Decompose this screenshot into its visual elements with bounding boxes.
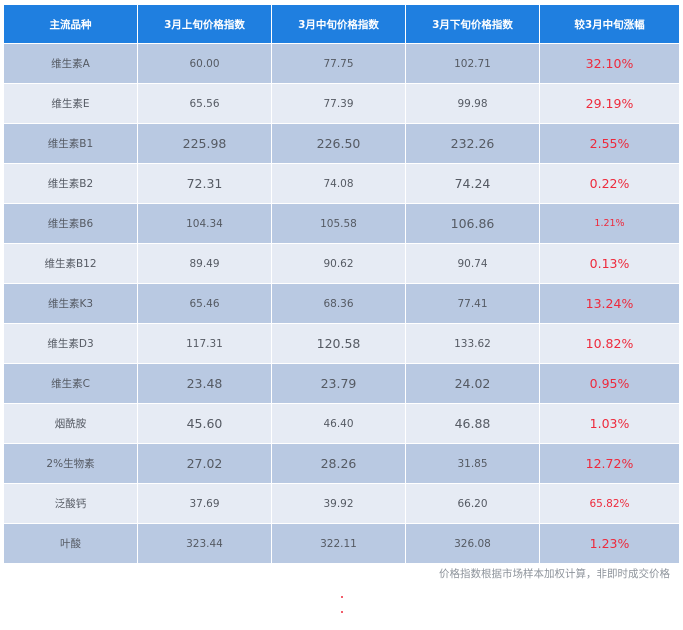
header-late-march: 3月下旬价格指数 [406, 5, 539, 43]
mid-march-cell: 77.75 [272, 44, 405, 83]
table-row: 维生素B6 104.34 105.58 106.86 1.21% [4, 204, 679, 243]
change-cell: 29.19% [540, 84, 679, 123]
early-march-cell: 37.69 [138, 484, 271, 523]
variety-cell: 维生素E [4, 84, 137, 123]
late-march-cell: 133.62 [406, 324, 539, 363]
change-cell: 1.21% [540, 204, 679, 243]
mid-march-cell: 226.50 [272, 124, 405, 163]
table-row: 维生素K3 65.46 68.36 77.41 13.24% [4, 284, 679, 323]
mid-march-cell: 46.40 [272, 404, 405, 443]
change-cell: 0.22% [540, 164, 679, 203]
mid-march-cell: 23.79 [272, 364, 405, 403]
variety-cell: 泛酸钙 [4, 484, 137, 523]
late-march-cell: 232.26 [406, 124, 539, 163]
mid-march-cell: 68.36 [272, 284, 405, 323]
late-march-cell: 24.02 [406, 364, 539, 403]
change-cell: 0.95% [540, 364, 679, 403]
change-cell: 13.24% [540, 284, 679, 323]
late-march-cell: 99.98 [406, 84, 539, 123]
early-march-cell: 65.56 [138, 84, 271, 123]
late-march-cell: 90.74 [406, 244, 539, 283]
change-cell: 1.23% [540, 524, 679, 563]
change-cell: 0.13% [540, 244, 679, 283]
early-march-cell: 72.31 [138, 164, 271, 203]
table-row: 维生素D3 117.31 120.58 133.62 10.82% [4, 324, 679, 363]
header-early-march: 3月上旬价格指数 [138, 5, 271, 43]
variety-cell: 维生素B2 [4, 164, 137, 203]
change-cell: 10.82% [540, 324, 679, 363]
table-row: 维生素E 65.56 77.39 99.98 29.19% [4, 84, 679, 123]
mid-march-cell: 120.58 [272, 324, 405, 363]
variety-cell: 维生素B1 [4, 124, 137, 163]
mid-march-cell: 105.58 [272, 204, 405, 243]
decorative-dot [341, 596, 343, 598]
early-march-cell: 117.31 [138, 324, 271, 363]
early-march-cell: 323.44 [138, 524, 271, 563]
late-march-cell: 46.88 [406, 404, 539, 443]
vitamin-price-index-table: 主流品种 3月上旬价格指数 3月中旬价格指数 3月下旬价格指数 较3月中旬涨幅 … [3, 4, 680, 564]
late-march-cell: 66.20 [406, 484, 539, 523]
variety-cell: 维生素B6 [4, 204, 137, 243]
late-march-cell: 326.08 [406, 524, 539, 563]
change-cell: 1.03% [540, 404, 679, 443]
variety-cell: 2%生物素 [4, 444, 137, 483]
variety-cell: 维生素A [4, 44, 137, 83]
table-row: 维生素A 60.00 77.75 102.71 32.10% [4, 44, 679, 83]
header-variety: 主流品种 [4, 5, 137, 43]
early-march-cell: 27.02 [138, 444, 271, 483]
variety-cell: 维生素B12 [4, 244, 137, 283]
early-march-cell: 45.60 [138, 404, 271, 443]
variety-cell: 维生素C [4, 364, 137, 403]
mid-march-cell: 322.11 [272, 524, 405, 563]
late-march-cell: 77.41 [406, 284, 539, 323]
table-row: 泛酸钙 37.69 39.92 66.20 65.82% [4, 484, 679, 523]
late-march-cell: 31.85 [406, 444, 539, 483]
variety-cell: 维生素D3 [4, 324, 137, 363]
late-march-cell: 102.71 [406, 44, 539, 83]
decorative-dot [341, 611, 343, 613]
change-cell: 32.10% [540, 44, 679, 83]
mid-march-cell: 28.26 [272, 444, 405, 483]
mid-march-cell: 90.62 [272, 244, 405, 283]
header-mid-march: 3月中旬价格指数 [272, 5, 405, 43]
table-row: 维生素B12 89.49 90.62 90.74 0.13% [4, 244, 679, 283]
table-row: 维生素B1 225.98 226.50 232.26 2.55% [4, 124, 679, 163]
footnote: 价格指数根据市场样本加权计算，非即时成交价格 [439, 568, 670, 580]
change-cell: 2.55% [540, 124, 679, 163]
early-march-cell: 23.48 [138, 364, 271, 403]
late-march-cell: 74.24 [406, 164, 539, 203]
table-row: 2%生物素 27.02 28.26 31.85 12.72% [4, 444, 679, 483]
change-cell: 12.72% [540, 444, 679, 483]
variety-cell: 叶酸 [4, 524, 137, 563]
table-row: 维生素C 23.48 23.79 24.02 0.95% [4, 364, 679, 403]
table-row: 烟酰胺 45.60 46.40 46.88 1.03% [4, 404, 679, 443]
mid-march-cell: 74.08 [272, 164, 405, 203]
early-march-cell: 104.34 [138, 204, 271, 243]
early-march-cell: 225.98 [138, 124, 271, 163]
mid-march-cell: 77.39 [272, 84, 405, 123]
header-change: 较3月中旬涨幅 [540, 5, 679, 43]
early-march-cell: 60.00 [138, 44, 271, 83]
early-march-cell: 65.46 [138, 284, 271, 323]
variety-cell: 维生素K3 [4, 284, 137, 323]
header-row: 主流品种 3月上旬价格指数 3月中旬价格指数 3月下旬价格指数 较3月中旬涨幅 [4, 5, 679, 43]
table-row: 叶酸 323.44 322.11 326.08 1.23% [4, 524, 679, 563]
variety-cell: 烟酰胺 [4, 404, 137, 443]
change-cell: 65.82% [540, 484, 679, 523]
late-march-cell: 106.86 [406, 204, 539, 243]
mid-march-cell: 39.92 [272, 484, 405, 523]
table-row: 维生素B2 72.31 74.08 74.24 0.22% [4, 164, 679, 203]
early-march-cell: 89.49 [138, 244, 271, 283]
